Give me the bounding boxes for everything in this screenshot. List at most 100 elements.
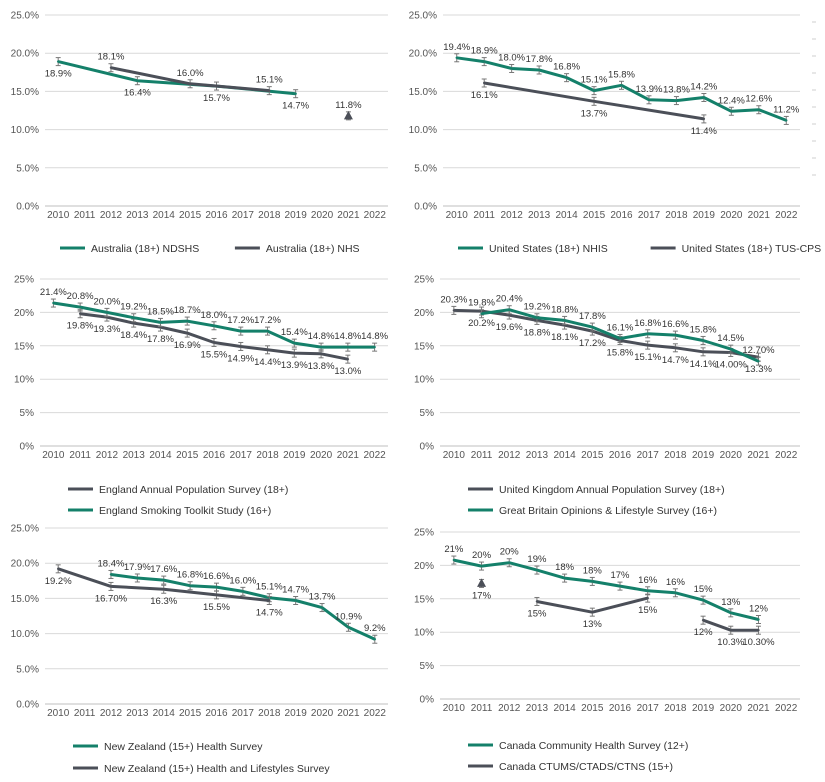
x-tick-label: 2012 (498, 703, 521, 714)
x-tick-label: 2013 (526, 450, 549, 461)
data-point (647, 98, 651, 102)
y-tick-label: 25% (14, 275, 34, 286)
chart-panel-2: 0.0% 5.0% 10.0% 15.0% 20.0% 25.0% 2010 2011 2012… (409, 11, 822, 256)
data-point (373, 345, 376, 349)
data-label: 14.8% (308, 331, 335, 342)
x-tick-label: 2016 (203, 450, 226, 461)
y-tick-label: 5.0% (414, 163, 437, 174)
x-tick-label: 2010 (42, 450, 65, 461)
y-tick-label: 25% (414, 528, 434, 539)
data-label: 16.9% (174, 340, 201, 351)
legend-label: Canada Community Health Survey (12+) (499, 740, 688, 752)
y-tick-label: 20.0% (11, 49, 39, 60)
data-label: 13.7% (581, 108, 608, 119)
data-label: 15.5% (203, 602, 230, 613)
x-tick-label: 2015 (581, 450, 604, 461)
legend-label: New Zealand (15+) Health and Lifestyles … (104, 763, 330, 775)
data-label: 18.4% (120, 330, 147, 341)
data-point (266, 348, 269, 352)
data-point (241, 590, 245, 593)
data-label: 18.1% (97, 52, 124, 63)
data-point (482, 60, 486, 63)
data-point (618, 337, 622, 340)
series-1: 18.4% 17.9% 17.6%16.8% 16.6% 16.0%15.1% 14.7%… (97, 558, 386, 644)
data-label: 15% (694, 584, 714, 595)
x-tick-label: 2021 (337, 210, 360, 221)
data-point (132, 321, 135, 325)
data-point (757, 628, 760, 632)
data-label: 15.1% (634, 352, 661, 363)
y-tick-label: 0% (420, 442, 435, 453)
legend-label: Australia (18+) NHS (266, 243, 360, 255)
y-tick-label: 10.0% (11, 125, 39, 136)
data-point (455, 56, 458, 59)
series-2: 21.4% 20.8% 20.0% 19.2% 18.5% 18.7% 18.0% 17.2%… (40, 287, 389, 352)
data-label: 17% (472, 590, 492, 601)
data-point (186, 319, 189, 323)
series-2: 18.1% 16.0% 15.1% (97, 52, 283, 96)
series-4: 17% (472, 578, 492, 601)
x-tick-label: 2018 (258, 210, 281, 221)
x-tick-label: 2022 (364, 708, 387, 719)
data-point (109, 573, 113, 576)
data-label: 10.3% (717, 637, 744, 648)
x-tick-label: 2018 (664, 703, 687, 714)
x-tick-label: 2010 (47, 210, 70, 221)
data-point (109, 585, 113, 588)
x-tick-label: 2017 (230, 450, 253, 461)
data-point (346, 357, 350, 361)
data-label: 18.9% (471, 46, 498, 57)
chart-panel-4: 0% 5% 10% 15% 20% 25% 2010 2011 2012 2013 2014 2015… (414, 275, 800, 517)
x-tick-label: 2016 (205, 708, 228, 719)
legend-label: Australia (18+) NDSHS (91, 243, 199, 255)
data-point (620, 84, 623, 87)
data-point (215, 593, 218, 597)
data-label: 12.70% (742, 345, 775, 356)
data-label: 16% (666, 577, 686, 588)
x-tick-label: 2019 (285, 210, 308, 221)
x-tick-label: 2013 (528, 210, 551, 221)
x-tick-label: 2022 (775, 450, 798, 461)
x-tick-label: 2010 (443, 703, 466, 714)
data-point (563, 576, 566, 580)
data-label: 14.1% (690, 359, 717, 370)
y-tick-label: 25.0% (11, 11, 39, 22)
data-label: 15% (638, 605, 658, 616)
data-label: 17.8% (579, 311, 606, 322)
data-label: 18.0% (201, 310, 228, 321)
data-point (239, 329, 242, 333)
data-point (346, 345, 350, 349)
data-label: 15.4% (281, 327, 308, 338)
data-label: 16.4% (124, 88, 151, 99)
data-point (618, 584, 622, 588)
data-label: 18.8% (523, 327, 550, 338)
y-tick-label: 0.0% (414, 202, 437, 213)
x-tick-label: 2017 (232, 210, 255, 221)
data-label: 14.7% (256, 608, 283, 619)
x-tick-label: 2015 (179, 210, 202, 221)
data-label: 21.4% (40, 287, 67, 298)
data-point (212, 324, 216, 327)
x-tick-label: 2011 (471, 703, 493, 714)
legend-label: Canada CTUMS/CTADS/CTNS (15+) (499, 761, 673, 773)
chart-panel-3: 0% 5% 10% 15% 20% 25% 2010 2011 2012 2013 2014 2015… (14, 275, 389, 518)
data-label: 16.6% (662, 319, 689, 330)
x-tick-label: 2018 (256, 450, 279, 461)
x-tick-label: 2011 (473, 210, 495, 221)
data-label: 17.8% (147, 334, 174, 345)
series-1: 21% 20% 20% 19% 18% 18% 17% 16% 16% 15% 13% 12% (444, 544, 769, 625)
x-tick-label: 2021 (747, 703, 770, 714)
data-label: 11.8% (335, 100, 362, 111)
data-label: 16.6% (203, 571, 230, 582)
data-label: 19% (527, 554, 547, 565)
data-label: 16.8% (634, 318, 661, 329)
data-label: 9.2% (364, 623, 386, 634)
data-label: 11.4% (691, 126, 718, 137)
data-label: 18% (583, 565, 603, 576)
data-point (563, 319, 566, 322)
data-label: 20.4% (496, 294, 523, 305)
x-tick-label: 2013 (123, 450, 146, 461)
x-tick-label: 2016 (609, 703, 632, 714)
y-tick-label: 15% (414, 594, 434, 605)
